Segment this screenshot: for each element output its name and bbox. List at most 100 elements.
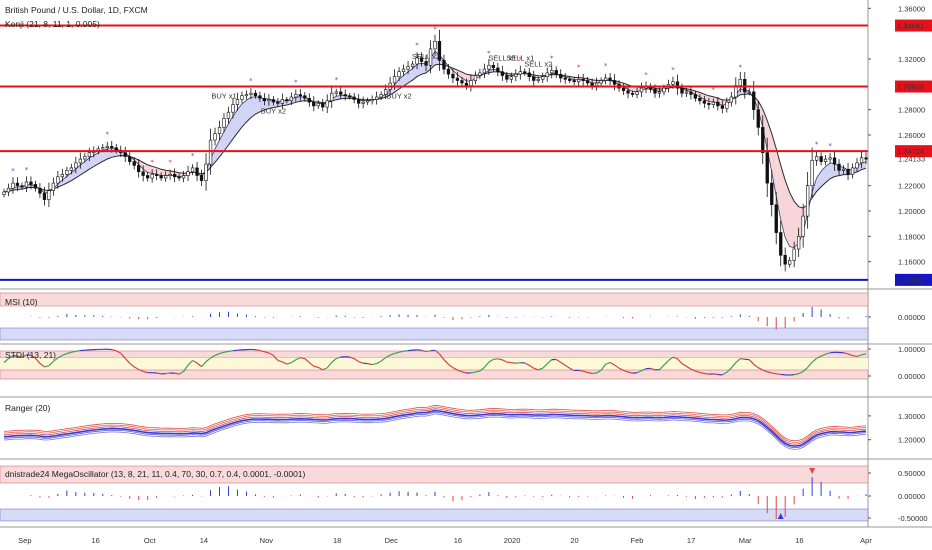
stdi-line-segment: [322, 367, 328, 371]
stdi-line-segment: [569, 367, 575, 372]
stdi-line-segment: [515, 362, 521, 364]
stdi-line-segment: [596, 369, 602, 374]
stdi-line-segment: [605, 361, 611, 365]
price-axis-label: 1.16000: [898, 258, 925, 267]
stdi-line-segment: [802, 366, 809, 373]
stdi-line-segment: [57, 354, 63, 359]
stdi-line-segment: [820, 353, 826, 357]
indicator-axis-label: 0.00000: [898, 492, 925, 501]
x-axis-label: 18: [333, 536, 341, 545]
candle: [487, 65, 491, 70]
candle: [639, 87, 644, 93]
candle: [433, 40, 437, 50]
stdi-line-segment: [304, 358, 310, 363]
stdi-line-segment: [681, 363, 687, 367]
stdi-line-segment: [497, 358, 503, 361]
candle: [621, 87, 626, 91]
candle: [15, 182, 20, 186]
kenji-cloud-segment: [825, 163, 831, 183]
candle: [397, 71, 401, 78]
stdi-line-segment: [461, 371, 467, 374]
x-axis-label: 14: [200, 536, 208, 545]
stdi-middle-zone: [0, 358, 868, 370]
signal-label-sell: SELL x1: [506, 53, 534, 62]
stdi-line-segment: [676, 358, 683, 365]
candle: [451, 73, 455, 79]
stdi-line-segment: [326, 361, 333, 369]
msi-panel-title: MSI (10): [5, 297, 38, 307]
x-axis-label: 16: [91, 536, 99, 545]
stdi-line-segment: [367, 363, 373, 366]
candle: [249, 92, 253, 95]
x-axis-label: Dec: [385, 536, 399, 545]
stdi-line-segment: [192, 359, 198, 364]
kenji-cloud-segment: [246, 97, 251, 123]
stdi-line-segment: [313, 365, 319, 368]
kenji-cloud-segment: [776, 148, 781, 220]
candle: [190, 167, 195, 172]
price-axis-label: 1.26000: [898, 131, 925, 140]
candle: [469, 80, 473, 86]
candle: [298, 94, 303, 97]
indicator-axis-label: 1.20000: [898, 436, 925, 445]
stdi-line-segment: [618, 367, 624, 371]
stdi-line-segment: [259, 349, 265, 353]
signal-star-marker: *: [25, 166, 29, 174]
candle: [698, 98, 702, 102]
stdi-line-segment: [830, 351, 835, 354]
kenji-cloud-segment: [250, 96, 256, 118]
candle: [585, 80, 590, 84]
candle: [262, 98, 267, 102]
signal-star-marker: *: [150, 158, 154, 166]
stdi-line-segment: [358, 361, 364, 364]
candle: [675, 81, 680, 89]
candle: [846, 168, 850, 175]
candle: [365, 100, 370, 103]
indicator-axis-label: 1.30000: [898, 412, 925, 421]
kenji-cloud-segment: [408, 68, 413, 83]
megaoscillator-panel-title: dnistrade24 MegaOscillator (13, 8, 21, 1…: [5, 469, 306, 479]
stdi-line-segment: [425, 350, 431, 353]
candle: [684, 91, 689, 94]
kenji-cloud-segment: [762, 109, 768, 150]
stdi-line-segment: [394, 351, 400, 354]
candle: [567, 79, 572, 81]
stdi-line-segment: [668, 356, 674, 361]
price-axis-label: 1.32000: [898, 55, 925, 64]
candle: [186, 171, 190, 176]
candle: [325, 100, 329, 108]
stdi-line-segment: [286, 362, 292, 365]
candle: [42, 193, 47, 200]
candle: [711, 101, 716, 105]
stdi-line-segment: [178, 370, 184, 375]
stdi-line-segment: [111, 348, 117, 352]
indicator-axis-label: 0.00000: [898, 313, 925, 322]
stdi-line-segment: [493, 358, 498, 360]
candle: [406, 66, 410, 70]
stdi-line-segment: [214, 353, 220, 357]
candle: [626, 90, 630, 94]
candle: [83, 156, 87, 160]
stdi-line-segment: [762, 369, 768, 373]
kenji-cloud-segment: [223, 123, 229, 151]
candle: [473, 75, 478, 81]
stdi-line-segment: [264, 351, 270, 354]
candle: [11, 182, 15, 189]
stdi-line-segment: [578, 369, 584, 372]
stdi-line-segment: [66, 351, 72, 355]
candle: [419, 57, 424, 62]
stdi-line-segment: [268, 352, 274, 356]
stdi-line-segment: [623, 369, 629, 373]
x-axis-label: Mar: [739, 536, 752, 545]
candle: [352, 96, 356, 100]
candle: [383, 89, 388, 95]
candle: [482, 68, 487, 74]
candle: [716, 101, 720, 107]
stdi-line-segment: [376, 360, 382, 365]
candle: [464, 82, 469, 86]
stdi-line-segment: [448, 363, 454, 369]
stdi-line-segment: [138, 368, 144, 372]
candle: [779, 232, 783, 256]
kenji-slow-line: [3, 63, 867, 209]
